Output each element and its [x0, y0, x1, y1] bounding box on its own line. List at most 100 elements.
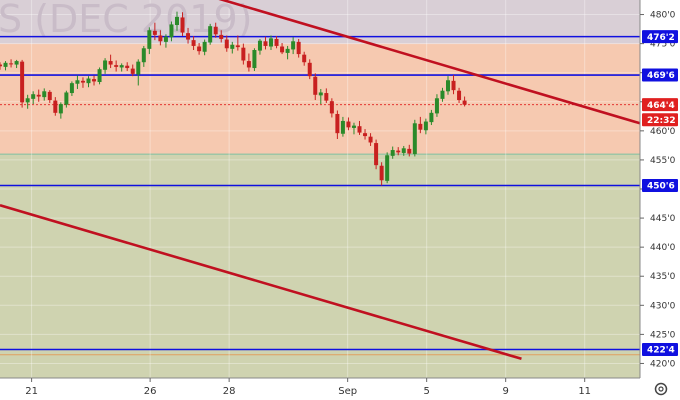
candle-body — [141, 48, 146, 63]
candle-body — [130, 68, 135, 74]
candle-body — [246, 61, 251, 68]
candle-body — [108, 61, 113, 65]
time-tick-label: 26 — [144, 386, 157, 397]
trendlines-layer — [0, 0, 641, 361]
candle-body — [197, 46, 202, 52]
candle-body — [257, 40, 262, 51]
candle-body — [92, 79, 97, 82]
candle-body — [390, 150, 395, 156]
candle-body — [103, 60, 108, 70]
time-tick-label: 11 — [578, 386, 591, 397]
candle-body — [147, 30, 152, 49]
candle-timer-label: 22:32 — [647, 116, 676, 126]
level-label: 422'4 — [647, 346, 675, 356]
level-badge — [642, 343, 678, 357]
candle-body — [379, 165, 384, 181]
candle-body — [152, 30, 157, 35]
candle-body — [302, 54, 307, 63]
candle-body — [269, 38, 274, 47]
time-tick-label: Sep — [338, 386, 357, 397]
candle-body — [0, 64, 2, 67]
price-tick-label: 435'0 — [650, 272, 676, 282]
price-axis[interactable]: 480'0475'0470'0465'0460'0455'0450'0445'0… — [639, 0, 680, 378]
candle-body — [119, 65, 124, 68]
levels-layer — [0, 35, 640, 351]
candle-body — [202, 41, 207, 52]
candle-body — [346, 121, 351, 128]
grid-layer — [0, 14, 640, 364]
candle-body — [274, 38, 279, 46]
candle-body — [235, 45, 240, 48]
candle-body — [36, 94, 41, 97]
price-tick-label: 430'0 — [650, 301, 676, 311]
candle-body — [385, 155, 390, 181]
candle-body — [191, 40, 196, 46]
time-tick-label: 9 — [502, 386, 508, 397]
level-badge — [642, 30, 678, 44]
candle-body — [69, 83, 74, 94]
candle-body — [440, 90, 445, 99]
candles-layer — [0, 11, 467, 186]
price-tick-label: 420'0 — [650, 359, 676, 369]
candle-body — [125, 65, 130, 69]
current-price-label: 464'4 — [647, 101, 675, 111]
candle-body — [263, 41, 268, 46]
candle-body — [208, 26, 213, 43]
candle-body — [401, 148, 406, 153]
candle-body — [412, 123, 417, 155]
candle-body — [285, 48, 290, 53]
candle-body — [186, 33, 191, 40]
candle-body — [14, 61, 19, 65]
candle-body — [53, 100, 58, 113]
candle-body — [75, 80, 80, 84]
trendline — [0, 204, 522, 361]
candle-body — [280, 46, 285, 53]
level-label: 450'6 — [647, 182, 675, 192]
price-tick-label: 440'0 — [650, 243, 676, 253]
candle-body — [357, 126, 362, 133]
candle-body — [296, 41, 301, 55]
candle-body — [230, 44, 235, 49]
candle-body — [42, 91, 47, 98]
zone-lower — [0, 154, 640, 378]
current-price-badge — [642, 98, 678, 112]
watermark-text: S (DEC 2019) — [0, 0, 252, 41]
candle-body — [3, 62, 8, 67]
candle-body — [241, 47, 246, 61]
candle-body — [307, 62, 312, 77]
candle-body — [363, 133, 368, 137]
zone-middle — [0, 43, 640, 155]
candle-body — [97, 69, 102, 82]
candle-body — [9, 63, 14, 65]
candle-body — [368, 136, 373, 143]
candle-body — [329, 101, 334, 114]
candle-timer-badge — [642, 113, 678, 127]
candle-body — [252, 50, 257, 69]
time-tick-label: 28 — [223, 386, 236, 397]
candle-body — [451, 80, 456, 91]
candle-body — [396, 150, 401, 153]
gear-icon — [654, 382, 668, 396]
candle-body — [457, 90, 462, 101]
level-label: 476'2 — [647, 33, 675, 43]
candle-body — [429, 112, 434, 123]
candle-body — [462, 100, 467, 105]
candle-body — [58, 104, 63, 114]
candle-body — [340, 120, 345, 134]
price-tick-label: 445'0 — [650, 214, 676, 224]
candle-body — [180, 17, 185, 33]
candle-body — [324, 93, 329, 101]
candle-body — [25, 98, 30, 103]
gear-icon-hub — [658, 386, 664, 392]
candle-body — [219, 34, 224, 39]
level-label: 469'6 — [647, 71, 675, 81]
candle-body — [213, 26, 218, 35]
time-axis[interactable]: 21 26 28 Sep 5 9 11 — [0, 377, 640, 400]
level-badge — [642, 179, 678, 193]
candle-body — [80, 80, 85, 83]
chart-settings-button[interactable] — [654, 382, 668, 396]
candle-body — [86, 78, 91, 84]
candle-body — [158, 35, 163, 42]
candle-body — [423, 121, 428, 131]
